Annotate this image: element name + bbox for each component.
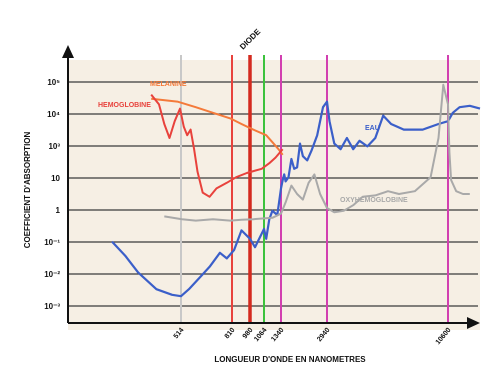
- series-label-hemoglobine: HEMOGLOBINE: [98, 102, 151, 109]
- axis-layer: [62, 45, 480, 329]
- series-line-eau: [111, 100, 481, 298]
- y-axis-arrow: [62, 45, 74, 58]
- x-axis-arrow: [467, 317, 480, 329]
- series-line-hemoglobine: [150, 93, 284, 198]
- series-layer: [111, 83, 481, 298]
- y-tick-label: 10⁴: [47, 110, 60, 119]
- y-axis-label: COEFFICIENT D'ABSORPTION: [23, 131, 32, 248]
- series-label-melanine: MELANINE: [150, 81, 187, 88]
- y-tick-label: 10⁵: [47, 78, 60, 87]
- wavelength-marker-layer: [180, 55, 449, 323]
- y-tick-label: 10⁻²: [44, 270, 60, 279]
- series-label-oxyhemoglobine: OXYHEMOGLOBINE: [340, 197, 408, 204]
- x-axis-label: LONGUEUR D'ONDE EN NANOMETRES: [214, 355, 366, 364]
- y-tick-label: 10: [51, 174, 60, 183]
- series-line-oxyhemoglobine: [164, 83, 470, 222]
- series-line-melanine: [151, 97, 284, 156]
- plot-area-background: [68, 60, 480, 330]
- y-tick-label: 10⁻³: [44, 302, 60, 311]
- grid-layer: [68, 81, 478, 307]
- series-label-eau: EAU: [365, 125, 380, 132]
- y-tick-label: 1: [56, 206, 61, 215]
- y-tick-label: 10⁻¹: [44, 238, 60, 247]
- y-tick-label: 10³: [48, 142, 60, 151]
